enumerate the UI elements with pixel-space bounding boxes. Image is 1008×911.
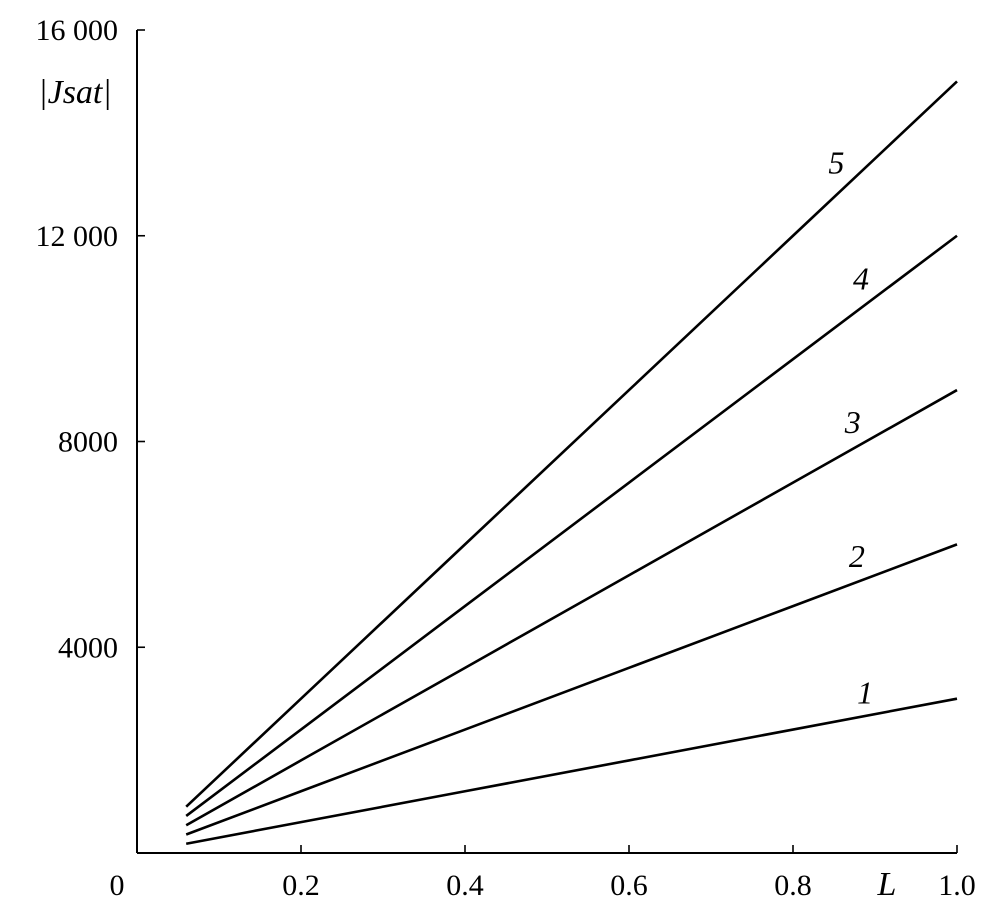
y-tick-label: 4000 [58, 631, 118, 664]
series-line-5 [185, 80, 958, 808]
series-lines [185, 80, 958, 846]
series-line-3 [185, 388, 958, 827]
y-tick-label: 8000 [58, 426, 118, 459]
x-tick-label: 0.4 [446, 869, 484, 902]
series-label-2: 2 [849, 538, 865, 574]
x-tick-label: 0.8 [774, 869, 812, 902]
y-axis-title: |Jsat| [38, 74, 111, 111]
series-label-1: 1 [857, 674, 873, 710]
series-labels: 1 2 3 4 5 [828, 145, 873, 711]
series-label-3: 3 [844, 404, 861, 440]
series-line-2 [185, 543, 958, 836]
x-tick-label: 0 [110, 869, 125, 902]
series-line-4 [185, 234, 958, 818]
x-ticks: 0 0.2 0.4 0.6 0.8 1.0 [110, 845, 976, 902]
series-line-1 [185, 697, 958, 846]
x-tick-label: 1.0 [938, 869, 976, 902]
series-label-4: 4 [853, 260, 869, 296]
y-tick-label: 12 000 [36, 220, 119, 253]
y-tick-label: 16 000 [36, 14, 119, 47]
y-ticks: 4000 8000 12 000 16 000 [36, 14, 145, 664]
x-tick-label: 0.6 [610, 869, 648, 902]
x-axis-title: L [877, 866, 897, 903]
x-tick-label: 0.2 [282, 869, 320, 902]
series-label-5: 5 [828, 145, 844, 181]
